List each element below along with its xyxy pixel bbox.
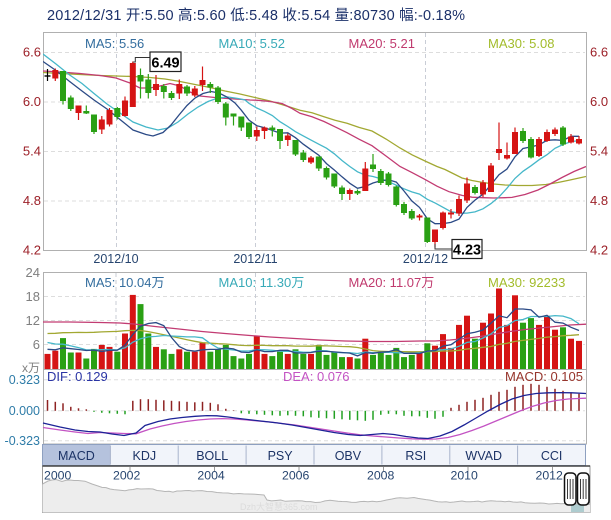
svg-text:BOLL: BOLL [196,449,228,463]
svg-text:MA5: 10.04万: MA5: 10.04万 [85,275,165,290]
svg-text:MA5: 5.56: MA5: 5.56 [85,36,144,51]
svg-text:MACD: MACD [58,449,95,463]
svg-text:WVAD: WVAD [465,449,502,463]
svg-text:4.23: 4.23 [453,243,481,259]
svg-text:0.323: 0.323 [9,373,40,387]
svg-text:MA20: 5.21: MA20: 5.21 [349,36,416,51]
svg-text:5.4: 5.4 [23,144,41,159]
svg-text:KDJ: KDJ [132,449,156,463]
svg-text:6: 6 [33,337,40,352]
svg-text:6.49: 6.49 [151,56,179,72]
svg-text:2012/12/31 开:5.50 高:5.60 低:5: 2012/12/31 开:5.50 高:5.60 低:5.48 收:5.54 量… [47,7,465,24]
svg-text:DIF: 0.129: DIF: 0.129 [47,369,108,384]
svg-text:PSY: PSY [268,449,294,463]
svg-text:MA30: 92233: MA30: 92233 [488,275,565,290]
svg-text:OBV: OBV [335,449,362,463]
svg-text:2004: 2004 [197,469,225,483]
svg-text:2012/10: 2012/10 [93,252,138,266]
svg-text:12: 12 [26,313,40,328]
svg-text:24: 24 [26,265,40,280]
svg-text:2010: 2010 [451,469,479,483]
svg-text:2008: 2008 [367,469,395,483]
svg-text:MA10: 5.52: MA10: 5.52 [219,36,286,51]
svg-text:6.0: 6.0 [590,94,608,109]
svg-text:2012: 2012 [536,469,564,483]
svg-text:DEA: 0.076: DEA: 0.076 [283,369,350,384]
svg-text:6.0: 6.0 [23,94,41,109]
svg-text:MACD: 0.105: MACD: 0.105 [505,369,583,384]
svg-text:-0.323: -0.323 [5,434,40,448]
svg-text:4.8: 4.8 [590,193,608,208]
svg-text:6.6: 6.6 [590,45,608,60]
svg-text:MA20: 11.07万: MA20: 11.07万 [349,275,435,290]
svg-text:4.8: 4.8 [23,193,41,208]
svg-text:MA30: 5.08: MA30: 5.08 [488,36,555,51]
svg-text:4.2: 4.2 [590,243,608,258]
svg-text:Dzh大智慧365.com: Dzh大智慧365.com [240,501,318,512]
svg-text:2012/12: 2012/12 [403,252,448,266]
svg-text:x万: x万 [22,361,40,375]
svg-text:MA10: 11.30万: MA10: 11.30万 [219,275,305,290]
svg-text:18: 18 [26,289,40,304]
svg-text:2002: 2002 [113,469,141,483]
svg-text:2000: 2000 [44,469,72,483]
svg-text:RSI: RSI [405,449,426,463]
svg-text:2006: 2006 [282,469,310,483]
svg-text:2012/11: 2012/11 [233,252,277,266]
svg-text:5.4: 5.4 [590,144,608,159]
svg-text:0.000: 0.000 [9,404,40,418]
svg-text:4.2: 4.2 [23,243,41,258]
svg-text:CCI: CCI [541,449,563,463]
svg-text:6.6: 6.6 [23,45,41,60]
